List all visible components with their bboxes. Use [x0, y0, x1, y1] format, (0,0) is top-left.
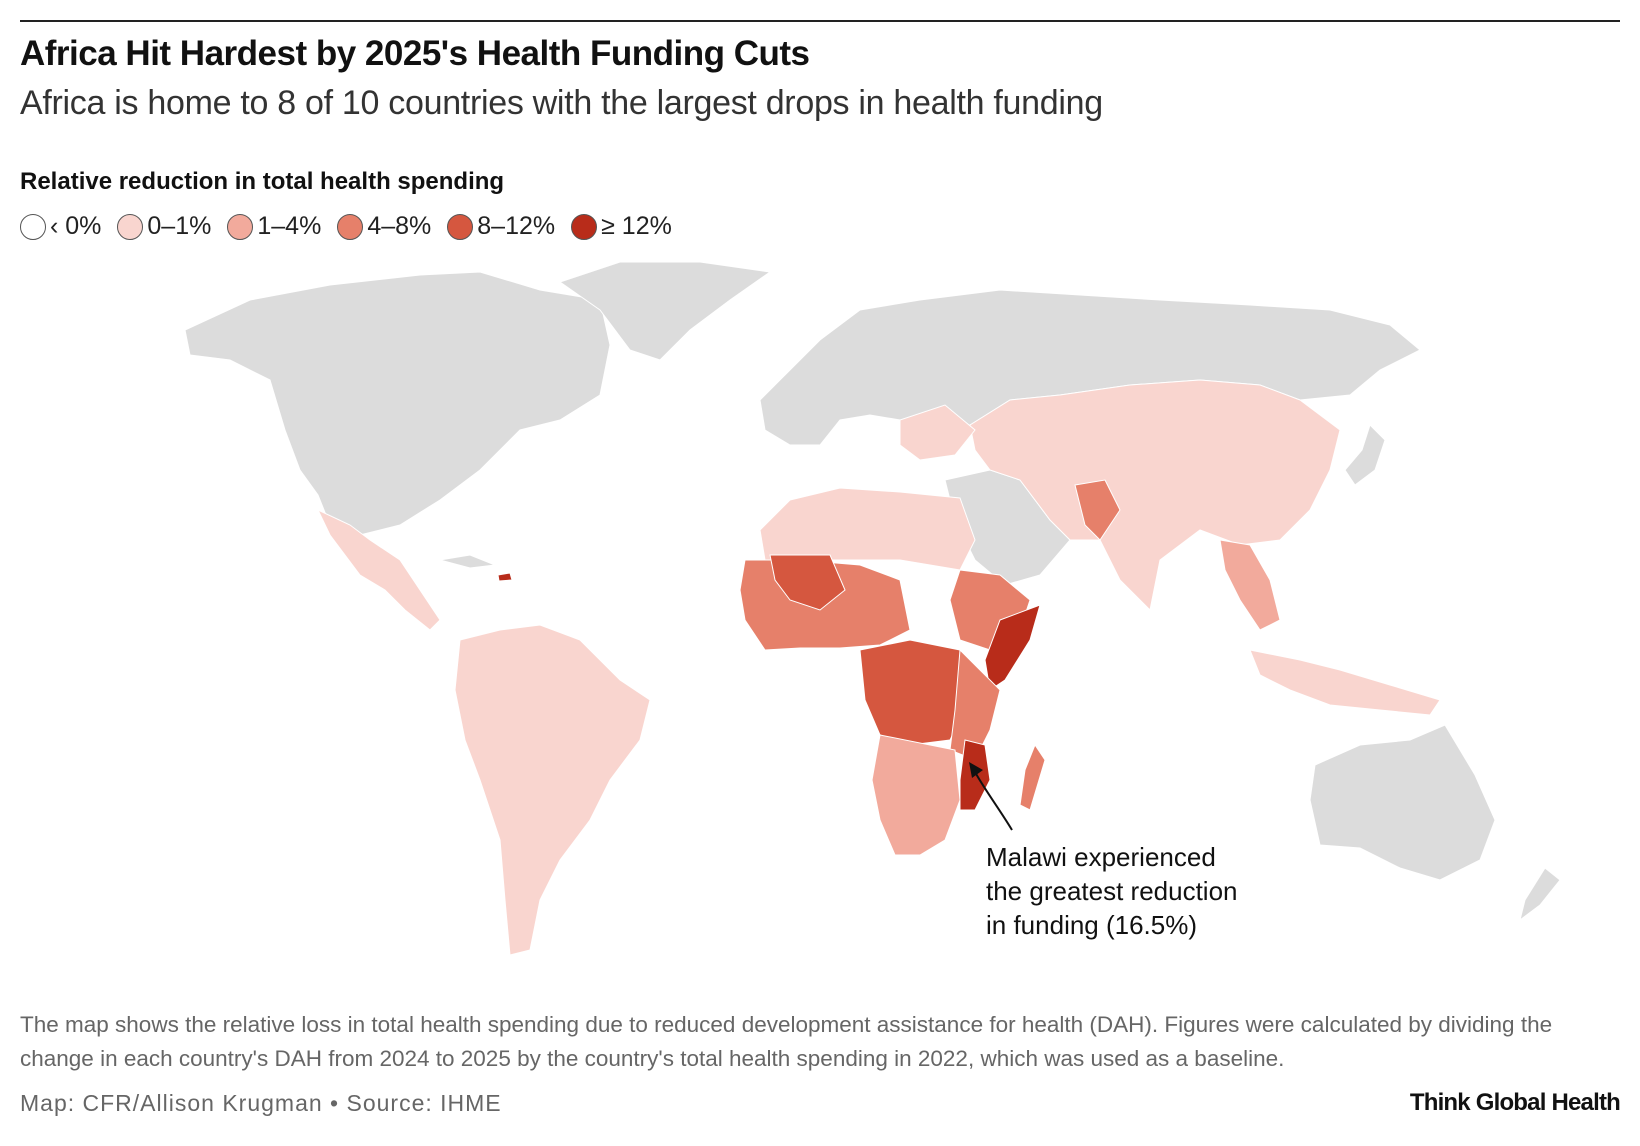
- region-central-africa: [859, 639, 971, 746]
- legend-title: Relative reduction in total health spend…: [20, 168, 505, 195]
- region-indonesia: [1249, 649, 1441, 716]
- legend-item-ge12: ≥ 12%: [571, 212, 672, 241]
- chart-subtitle: Africa is home to 8 of 10 countries with…: [20, 84, 1103, 122]
- top-rule: [20, 20, 1620, 22]
- malawi-annotation: Malawi experienced the greatest reductio…: [986, 840, 1306, 942]
- region-southern-africa: [871, 734, 961, 856]
- annotation-arrowhead: [969, 762, 983, 778]
- region-mali-niger: [769, 554, 846, 611]
- region-greenland: [558, 261, 772, 361]
- legend-swatch-lt0: [20, 213, 46, 240]
- region-somalia: [984, 604, 1041, 691]
- region-mexico-central-america: [316, 508, 441, 631]
- legend-label-ge12: ≥ 12%: [601, 212, 672, 240]
- legend: ‹ 0% 0–1% 1–4% 4–8% 8–12% ≥ 12%: [20, 212, 672, 241]
- brand-logo: Think Global Health: [1409, 1089, 1621, 1116]
- region-australia: [1309, 724, 1496, 881]
- region-caribbean-cuba: [439, 554, 496, 569]
- legend-item-0-1: 0–1%: [117, 212, 211, 241]
- region-madagascar: [1019, 743, 1046, 811]
- region-north-africa: [759, 487, 976, 571]
- annotation-leader-line: [974, 771, 1013, 831]
- region-south-america: [454, 624, 651, 956]
- legend-item-lt0: ‹ 0%: [20, 212, 101, 241]
- region-new-zealand: [1519, 867, 1561, 922]
- region-haiti: [497, 572, 513, 582]
- legend-label-0-1: 0–1%: [147, 212, 212, 240]
- legend-label-4-8: 4–8%: [367, 212, 432, 240]
- legend-swatch-1-4: [227, 213, 254, 240]
- annotation-arrow: [969, 762, 1013, 831]
- annotation-line-3: in funding (16.5%): [986, 910, 1198, 940]
- legend-label-8-12: 8–12%: [477, 212, 556, 240]
- chart-title: Africa Hit Hardest by 2025's Health Fund…: [20, 34, 810, 73]
- legend-label-lt0: ‹ 0%: [50, 212, 102, 240]
- region-north-america: [184, 271, 611, 536]
- annotation-line-2: the greatest reduction: [986, 876, 1238, 906]
- region-japan: [1344, 424, 1386, 486]
- legend-swatch-0-1: [117, 213, 144, 240]
- region-southeast-asia: [1219, 539, 1281, 631]
- legend-swatch-8-12: [447, 213, 474, 240]
- source-credit: Map: CFR/Allison Krugman • Source: IHME: [20, 1090, 502, 1116]
- region-afghanistan-pakistan: [1074, 479, 1121, 541]
- legend-item-4-8: 4–8%: [337, 212, 431, 241]
- legend-swatch-ge12: [571, 213, 598, 240]
- world-map: [184, 261, 1561, 956]
- legend-item-1-4: 1–4%: [227, 212, 321, 241]
- legend-label-1-4: 1–4%: [257, 212, 322, 240]
- legend-swatch-4-8: [337, 213, 364, 240]
- region-ukraine-balkans: [899, 404, 976, 461]
- annotation-line-1: Malawi experienced: [986, 842, 1216, 872]
- no-data-regions: [184, 261, 1561, 922]
- legend-item-8-12: 8–12%: [447, 212, 555, 241]
- methodology-note: The map shows the relative loss in total…: [20, 1012, 1553, 1071]
